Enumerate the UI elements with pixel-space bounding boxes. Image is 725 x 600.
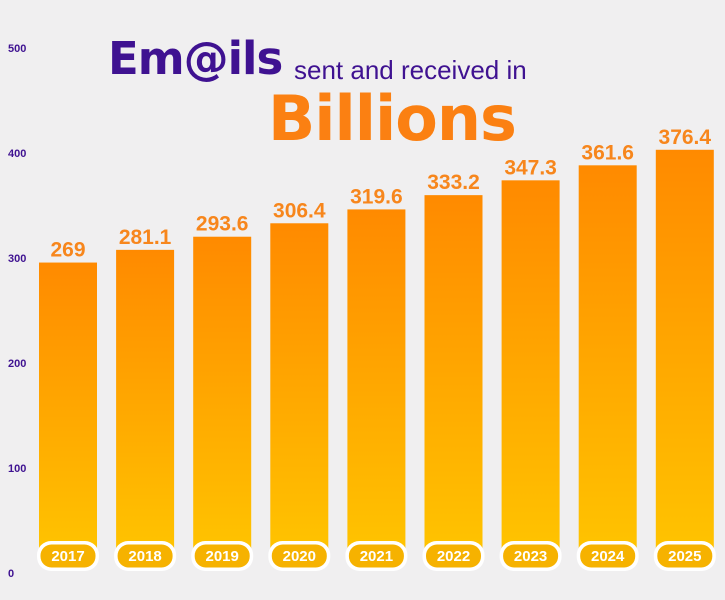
bar-value-label: 376.4 <box>659 126 712 149</box>
bar-group-2019: 293.6 2019 <box>191 213 254 571</box>
bar-value-label: 293.6 <box>196 213 249 236</box>
year-pill <box>426 544 481 568</box>
x-category-label: 2019 <box>206 548 239 565</box>
year-pill <box>580 544 636 568</box>
bar-group-2018: 281.1 2018 <box>114 226 177 571</box>
bars: 269 2017 281.1 2018 293.6 2019 306.4 2020 319.6 2… <box>37 126 716 571</box>
bar <box>655 149 714 555</box>
bar-group-2025: 376.4 2025 <box>653 126 716 571</box>
x-category-label: 2018 <box>128 548 161 565</box>
x-category-label: 2025 <box>668 548 701 565</box>
bar-group-2022: 333.2 2022 <box>422 171 485 571</box>
bar <box>270 223 329 555</box>
x-category-label: 2023 <box>514 548 547 565</box>
bar-value-label: 319.6 <box>350 185 403 208</box>
bar-group-2023: 347.3 2023 <box>499 156 562 571</box>
bar <box>39 262 97 555</box>
year-pill <box>503 544 559 568</box>
bar <box>501 180 560 555</box>
y-tick-label: 400 <box>8 148 26 160</box>
y-tick-label: 0 <box>8 568 14 580</box>
bar-value-label: 281.1 <box>119 226 172 249</box>
chart-title-billions: Billions <box>268 82 517 155</box>
year-pill <box>348 544 404 568</box>
bar-group-2021: 319.6 2021 <box>345 185 408 571</box>
x-category-label: 2021 <box>360 548 393 565</box>
year-pill <box>117 544 173 568</box>
x-category-label: 2024 <box>591 548 625 565</box>
y-tick-label: 500 <box>8 43 26 55</box>
bar <box>578 165 637 555</box>
y-tick-label: 300 <box>8 253 26 265</box>
chart-title-subtitle: sent and received in <box>294 55 527 85</box>
bar <box>193 236 252 555</box>
bar-group-2017: 269 2017 <box>37 239 99 571</box>
year-pill <box>194 544 250 568</box>
bar-value-label: 333.2 <box>427 171 480 194</box>
bar-value-label: 347.3 <box>504 156 557 179</box>
bar-value-label: 361.6 <box>581 141 634 164</box>
year-pill <box>40 544 96 568</box>
bar <box>347 209 406 556</box>
y-axis: 0 100 200 300 400 500 <box>8 43 26 580</box>
bar <box>116 249 175 555</box>
x-category-label: 2022 <box>437 548 470 565</box>
chart-title-emails: Em@ils <box>108 32 283 85</box>
year-pill <box>271 544 327 568</box>
y-tick-label: 200 <box>8 358 26 370</box>
year-pill <box>657 544 713 568</box>
bar <box>424 195 483 555</box>
y-tick-label: 100 <box>8 463 26 475</box>
x-category-label: 2020 <box>283 548 316 565</box>
bar-group-2020: 306.4 2020 <box>268 199 331 571</box>
bar-group-2024: 361.6 2024 <box>576 141 639 571</box>
x-category-label: 2017 <box>51 548 84 565</box>
bar-value-label: 306.4 <box>273 199 326 222</box>
bar-value-label: 269 <box>50 239 85 262</box>
